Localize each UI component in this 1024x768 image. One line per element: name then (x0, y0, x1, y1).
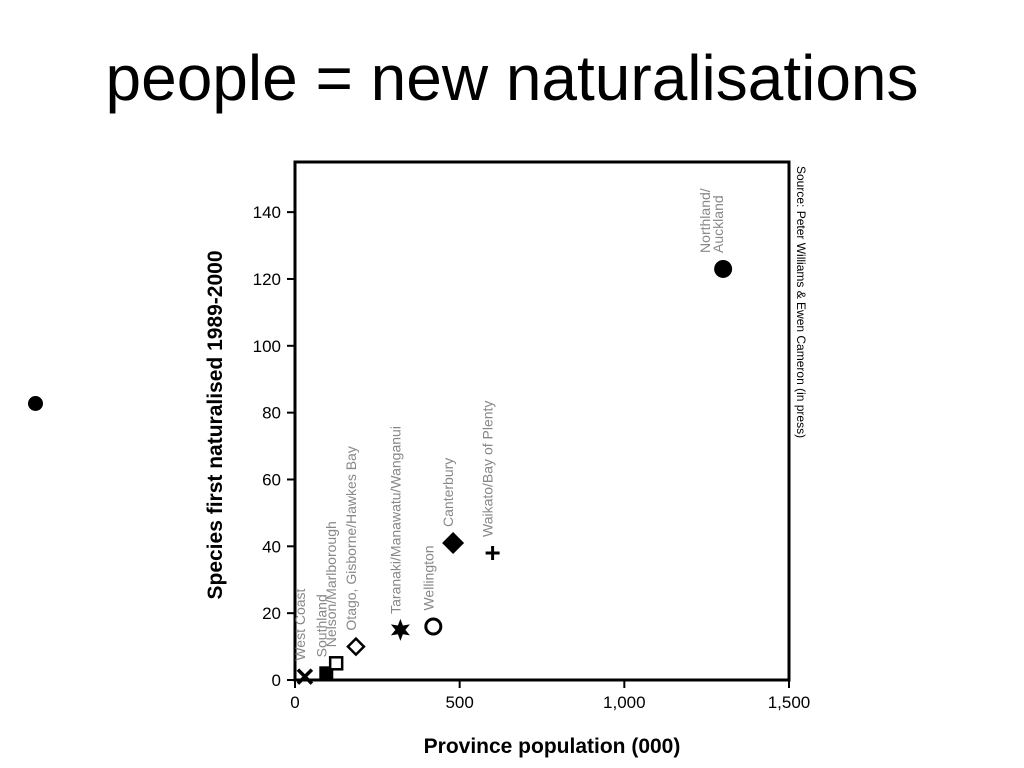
y-tick-label: 100 (253, 337, 281, 356)
source-note: Source: Peter Williams & Ewen Cameron (i… (794, 166, 808, 438)
y-axis: 0 20 40 60 80 100 120 140 (253, 203, 295, 690)
y-tick-label: 60 (262, 470, 281, 489)
x-tick-label: 1,000 (603, 693, 646, 712)
point-label: Nelson/Marlborough (323, 521, 339, 647)
y-tick-label: 20 (262, 604, 281, 623)
plot-frame (293, 160, 791, 682)
x-tick-label: 1,500 (768, 693, 811, 712)
point-label: Auckland (710, 195, 726, 253)
point-label: Taranaki/Manawatu/Wanganui (387, 426, 403, 614)
point-label: Northland/ (697, 188, 713, 253)
data-point (328, 656, 344, 671)
data-point (442, 531, 465, 554)
y-tick-label: 140 (253, 203, 281, 222)
point-label: Wellington (420, 545, 436, 610)
point-label: Otago, Gisborne/Hawkes Bay (343, 446, 359, 630)
y-tick-label: 120 (253, 270, 281, 289)
point-label: West Coast (292, 588, 308, 660)
point-label: Southland (313, 594, 329, 657)
data-point (296, 668, 314, 685)
y-tick-label: 80 (262, 404, 281, 423)
data-point (714, 259, 733, 278)
y-tick-label: 40 (262, 537, 281, 556)
data-point (346, 636, 366, 657)
data-point (424, 617, 443, 636)
bullet-point (28, 396, 43, 411)
x-tick-label: 500 (445, 693, 473, 712)
point-label: Canterbury (440, 458, 456, 527)
data-point (390, 618, 410, 641)
y-axis-title: Species first naturalised 1989-2000 (204, 250, 227, 599)
data-point (485, 546, 500, 561)
x-axis: 0 500 1,000 1,500 (290, 680, 810, 712)
y-tick-label: 0 (272, 671, 281, 690)
slide-title: people = new naturalisations (105, 42, 919, 114)
data-points (296, 259, 733, 685)
point-label: Waikato/Bay of Plenty (480, 401, 496, 537)
x-axis-title: Province population (000) (424, 735, 681, 758)
x-tick-label: 0 (290, 693, 299, 712)
